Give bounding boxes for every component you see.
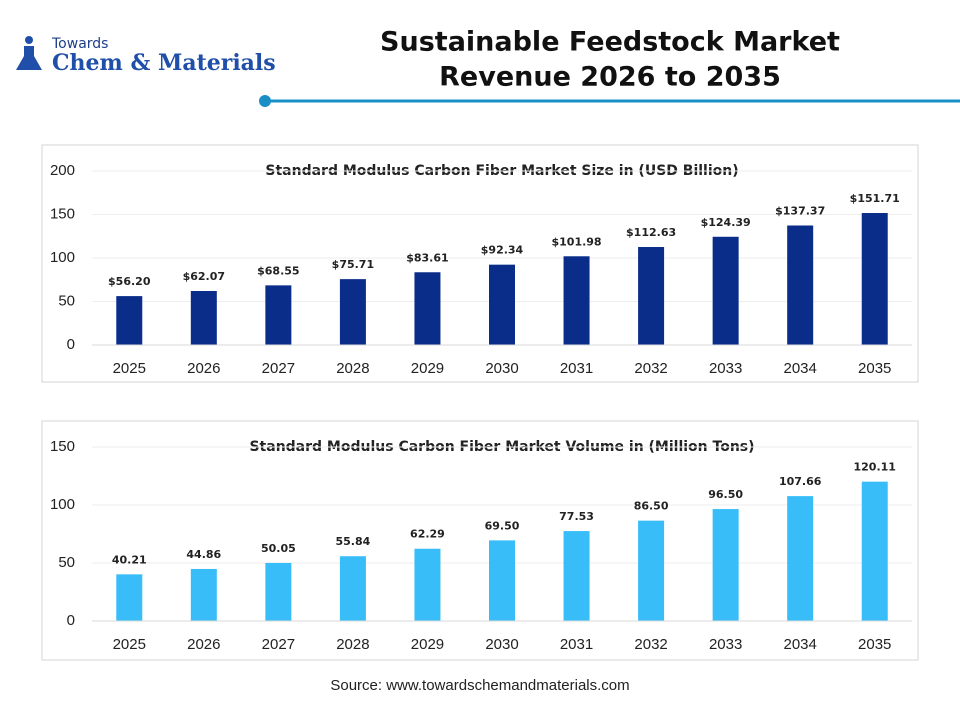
x-tick-label: 2032 — [634, 636, 667, 653]
logo-icon — [16, 46, 42, 70]
chart-frame — [41, 144, 919, 383]
bar — [712, 509, 739, 621]
bar — [563, 256, 590, 345]
bar — [489, 264, 515, 345]
value-label: 96.50 — [708, 488, 743, 501]
logo-text: Chem & Materials — [52, 50, 276, 76]
value-label: 55.84 — [336, 535, 371, 548]
value-label: 62.29 — [410, 528, 445, 541]
value-label: 107.66 — [779, 475, 822, 488]
bar — [712, 236, 739, 345]
y-tick-label: 0 — [67, 336, 75, 353]
x-tick-label: 2025 — [113, 360, 146, 377]
value-label: 77.53 — [559, 510, 594, 523]
title-rule-dot — [259, 95, 271, 107]
x-tick-label: 2027 — [262, 636, 295, 653]
value-label: $83.61 — [406, 251, 448, 264]
x-tick-label: 2034 — [783, 636, 816, 653]
bar — [190, 290, 217, 345]
value-label: $75.71 — [332, 258, 374, 271]
value-label: $124.39 — [701, 216, 751, 229]
bar — [116, 296, 143, 345]
value-label: $101.98 — [551, 235, 601, 248]
x-tick-label: 2035 — [858, 636, 891, 653]
bar — [638, 247, 665, 345]
chart-frame — [41, 420, 919, 661]
x-tick-label: 2030 — [485, 636, 518, 653]
bar — [787, 225, 814, 345]
value-label: 50.05 — [261, 542, 296, 555]
x-tick-label: 2028 — [336, 360, 369, 377]
y-tick-label: 100 — [50, 496, 75, 513]
bar — [116, 574, 143, 621]
x-tick-label: 2030 — [485, 360, 518, 377]
value-label: 69.50 — [485, 519, 520, 532]
value-label: $92.34 — [481, 244, 524, 257]
bar — [861, 481, 888, 621]
x-tick-label: 2032 — [634, 360, 667, 377]
x-tick-label: 2034 — [783, 360, 816, 377]
bar — [638, 520, 665, 621]
bar — [339, 556, 366, 621]
y-tick-label: 100 — [50, 249, 75, 266]
source: Source: www.towardschemandmaterials.com — [330, 677, 629, 694]
page-title: Revenue 2026 to 2035 — [439, 62, 781, 93]
y-tick-label: 150 — [50, 205, 75, 222]
x-tick-label: 2029 — [411, 636, 444, 653]
bar — [265, 285, 292, 345]
value-label: $62.07 — [183, 270, 225, 283]
x-tick-label: 2026 — [187, 360, 220, 377]
value-label: 44.86 — [186, 548, 221, 561]
value-label: $68.55 — [257, 264, 299, 277]
x-tick-label: 2033 — [709, 636, 742, 653]
bar — [563, 531, 590, 621]
value-label: $112.63 — [626, 226, 676, 239]
x-tick-label: 2027 — [262, 360, 295, 377]
x-tick-label: 2031 — [560, 360, 593, 377]
y-tick-label: 150 — [50, 438, 75, 455]
value-label: $137.37 — [775, 204, 825, 217]
x-tick-label: 2033 — [709, 360, 742, 377]
page-title: Sustainable Feedstock Market — [380, 27, 840, 58]
bar — [190, 568, 217, 621]
bar — [414, 272, 441, 345]
y-tick-label: 200 — [50, 162, 75, 179]
value-label: 86.50 — [634, 500, 669, 513]
y-tick-label: 0 — [67, 612, 75, 629]
logo: Towards Chem & Materials — [16, 36, 276, 76]
x-tick-label: 2029 — [411, 360, 444, 377]
x-tick-label: 2028 — [336, 636, 369, 653]
bar — [265, 562, 292, 621]
y-tick-label: 50 — [58, 292, 75, 309]
bar — [339, 279, 366, 345]
logo-small: Towards — [51, 36, 108, 52]
x-tick-label: 2031 — [560, 636, 593, 653]
value-label: $56.20 — [108, 275, 151, 288]
chart: Standard Modulus Carbon Fiber Market Vol… — [41, 420, 919, 661]
logo-dot — [25, 36, 33, 44]
bar — [787, 496, 814, 621]
x-tick-label: 2025 — [113, 636, 146, 653]
bar — [489, 540, 515, 621]
x-tick-label: 2035 — [858, 360, 891, 377]
x-tick-label: 2026 — [187, 636, 220, 653]
value-label: 120.11 — [854, 461, 896, 474]
bar — [861, 213, 888, 345]
value-label: $151.71 — [850, 192, 900, 205]
y-tick-label: 50 — [58, 554, 75, 571]
chart: Standard Modulus Carbon Fiber Market Siz… — [41, 144, 919, 383]
bar — [414, 548, 441, 621]
value-label: 40.21 — [112, 553, 147, 566]
